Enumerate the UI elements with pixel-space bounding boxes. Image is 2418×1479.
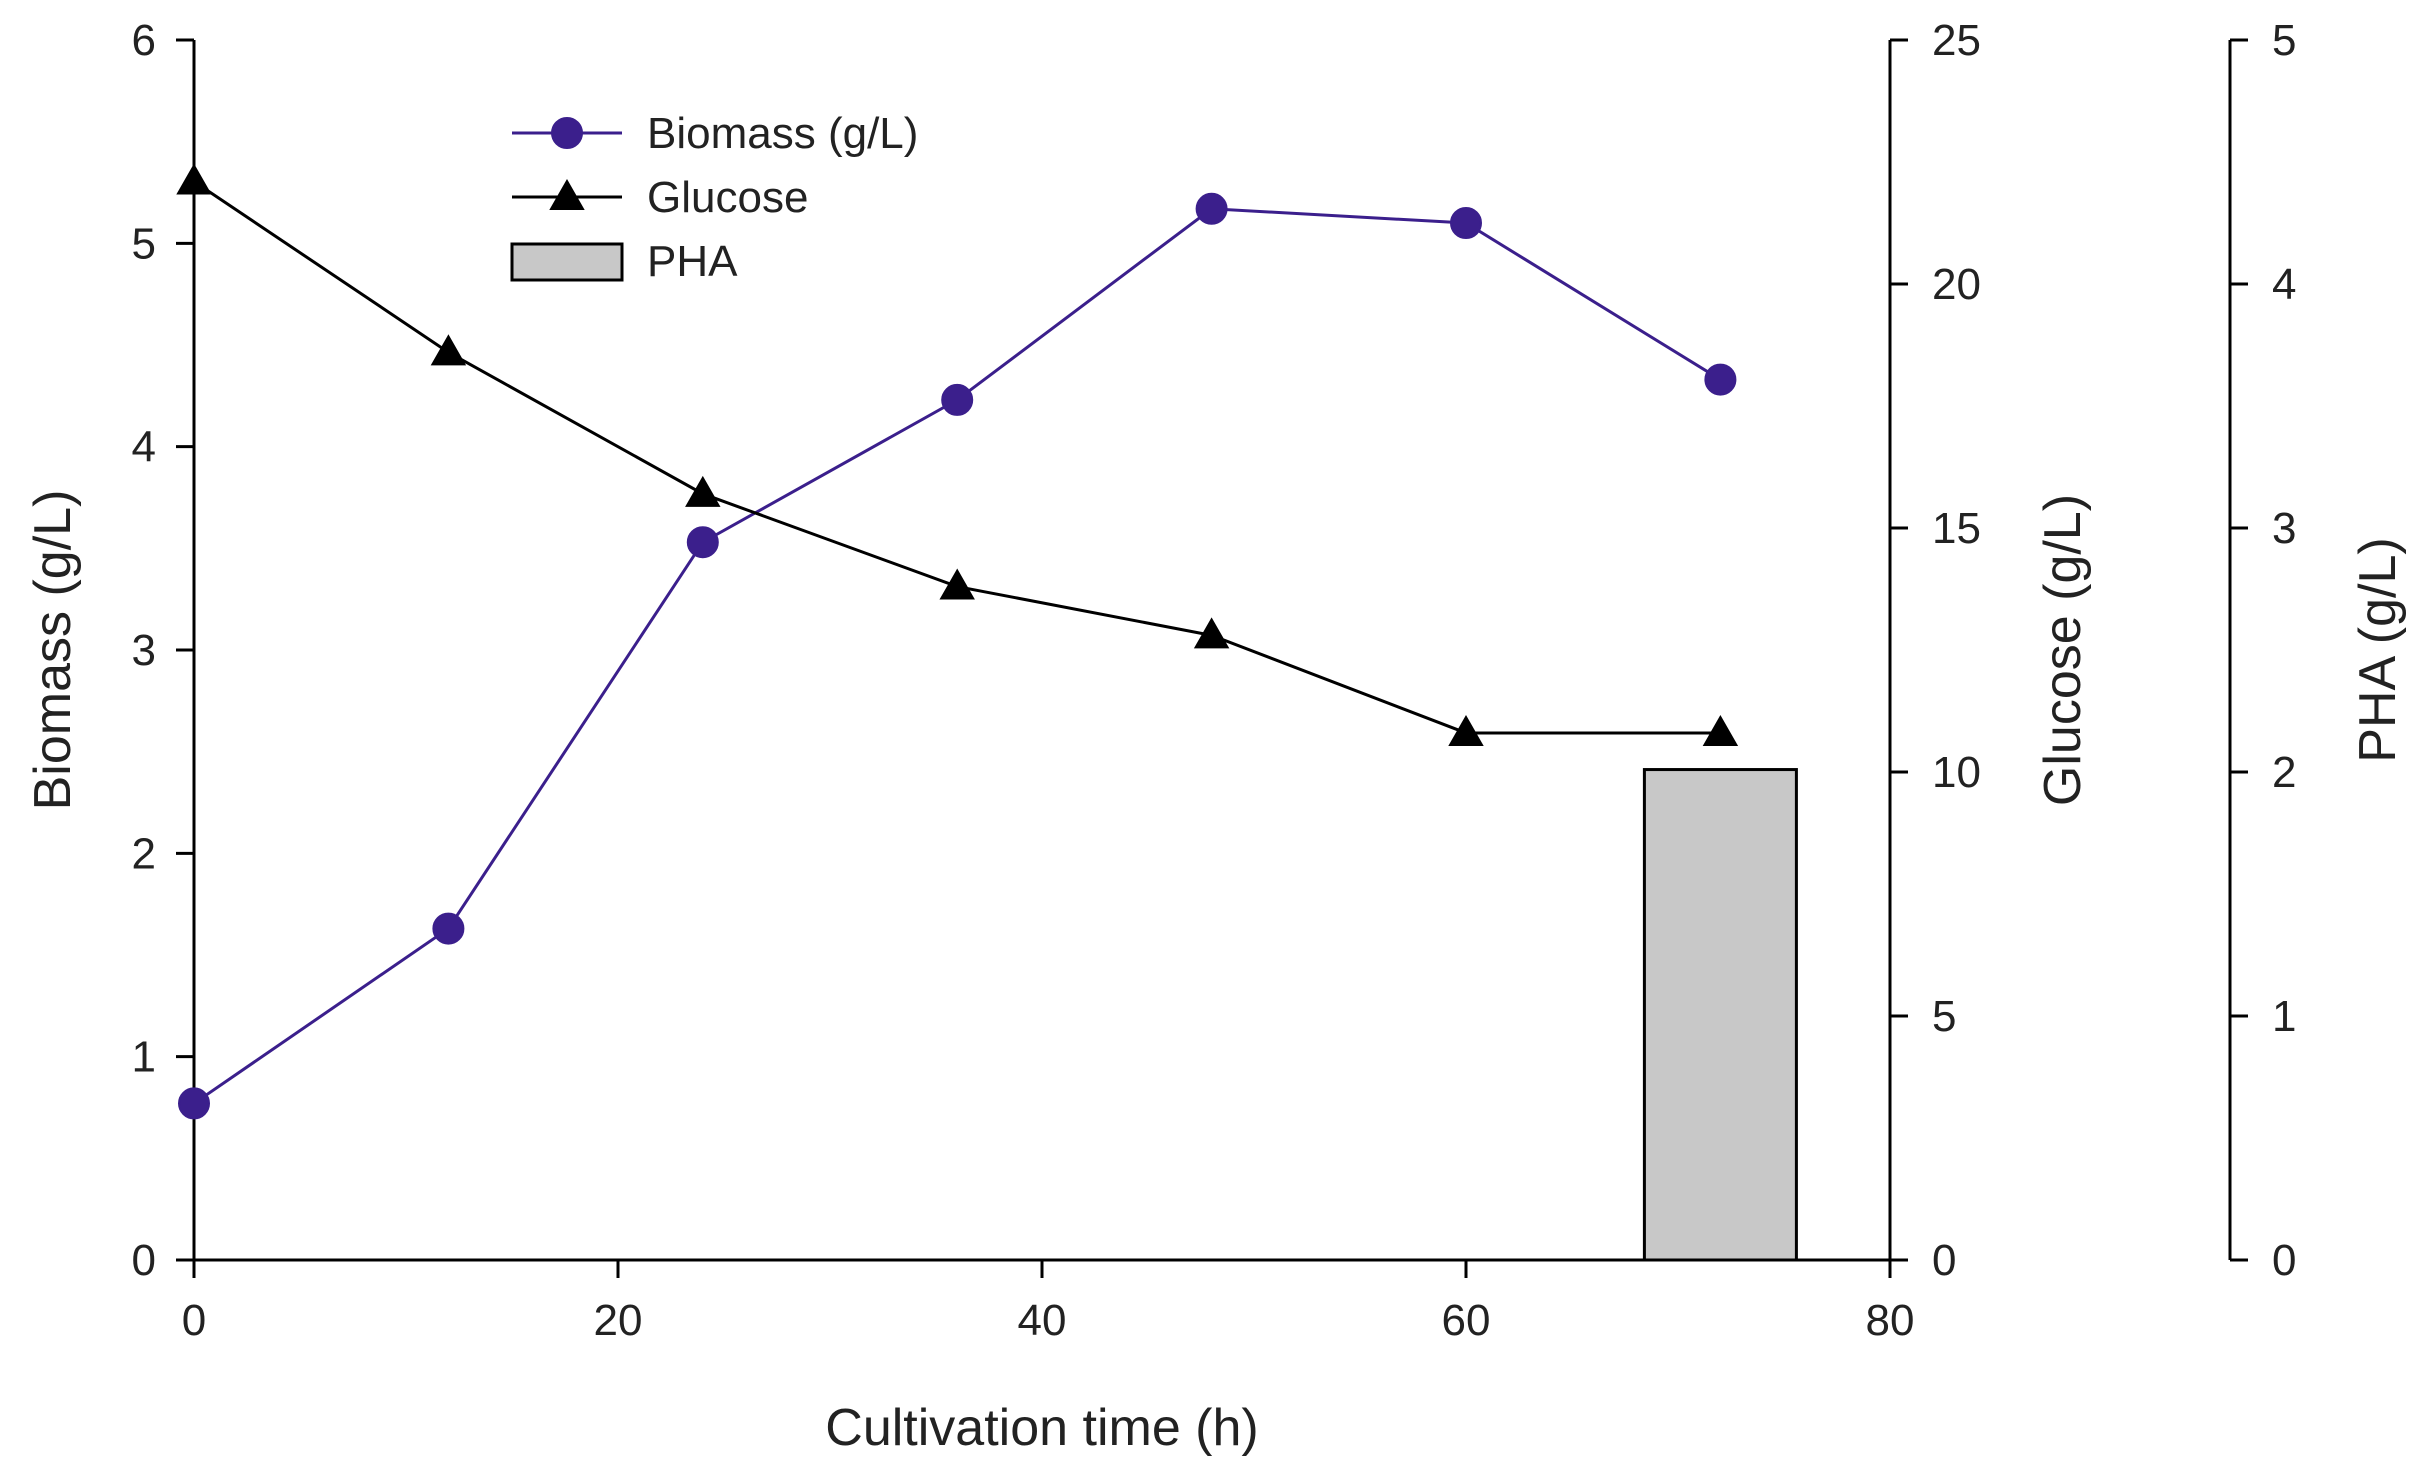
biomass-series-point bbox=[1450, 207, 1482, 239]
x-axis-title: Cultivation time (h) bbox=[825, 1399, 1258, 1457]
pha-tick-label: 4 bbox=[2272, 260, 2296, 309]
pha-tick-label: 0 bbox=[2272, 1236, 2296, 1285]
biomass-tick-label: 2 bbox=[132, 829, 156, 878]
biomass-series-point bbox=[178, 1087, 210, 1120]
biomass-series-point bbox=[941, 383, 974, 416]
glucose-tick-label: 25 bbox=[1932, 16, 1981, 65]
glucose-series-line bbox=[193, 180, 1721, 735]
legend-triangle-marker bbox=[549, 178, 585, 210]
biomass-tick-label: 6 bbox=[132, 16, 156, 65]
legend-label: PHA bbox=[647, 237, 738, 286]
x-tick-label: 40 bbox=[1018, 1296, 1067, 1345]
pha-tick-label: 5 bbox=[2272, 16, 2296, 65]
x-tick-label: 80 bbox=[1866, 1296, 1915, 1345]
glucose-tick-label: 10 bbox=[1932, 748, 1981, 797]
glucose-tick-label: 0 bbox=[1932, 1236, 1956, 1285]
biomass-series-point bbox=[1195, 192, 1228, 225]
biomass-axis-title: Biomass (g/L) bbox=[24, 490, 82, 811]
legend-swatch bbox=[510, 242, 624, 282]
biomass-tick-label: 5 bbox=[132, 219, 156, 268]
pha-tick-label: 2 bbox=[2272, 748, 2296, 797]
glucose-series-point bbox=[1193, 617, 1230, 649]
legend-label: Glucose bbox=[647, 173, 808, 222]
plot-area: 0 20 40 60 8001234560510152025012345Cultivat… bbox=[24, 16, 2407, 1457]
biomass-tick-label: 4 bbox=[132, 423, 156, 472]
glucose-series-point bbox=[685, 475, 721, 507]
legend-label: Biomass (g/L) bbox=[647, 109, 918, 158]
glucose-tick-label: 20 bbox=[1932, 260, 1981, 309]
pha-tick-label: 3 bbox=[2272, 504, 2296, 553]
glucose-axis-title: Glucose (g/L) bbox=[2034, 494, 2092, 806]
biomass-series-point bbox=[686, 526, 719, 559]
glucose-series-point bbox=[430, 334, 467, 366]
x-tick-label: 0 bbox=[182, 1296, 206, 1345]
pha-tick-label: 1 bbox=[2272, 992, 2296, 1041]
biomass-tick-label: 0 bbox=[132, 1236, 156, 1285]
legend: Biomass (g/L) Glucose PHA bbox=[510, 109, 918, 286]
biomass-series-line bbox=[193, 207, 1722, 1105]
glucose-series-point bbox=[176, 163, 212, 195]
glucose-series-point bbox=[939, 568, 975, 600]
biomass-series-point bbox=[1704, 363, 1737, 396]
biomass-tick-label: 3 bbox=[132, 626, 156, 675]
pha-bar bbox=[1642, 768, 1798, 1262]
x-tick-label: 60 bbox=[1442, 1296, 1491, 1345]
x-tick-label: 20 bbox=[594, 1296, 643, 1345]
glucose-tick-label: 15 bbox=[1932, 504, 1981, 553]
biomass-series-point bbox=[432, 912, 465, 945]
glucose-tick-label: 5 bbox=[1932, 992, 1956, 1041]
glucose-series-point bbox=[1448, 714, 1484, 746]
legend-circle-marker bbox=[551, 117, 583, 149]
pha-axis-title: PHA (g/L) bbox=[2349, 537, 2407, 762]
glucose-series-point bbox=[1702, 714, 1739, 746]
biomass-tick-label: 1 bbox=[132, 1033, 156, 1082]
